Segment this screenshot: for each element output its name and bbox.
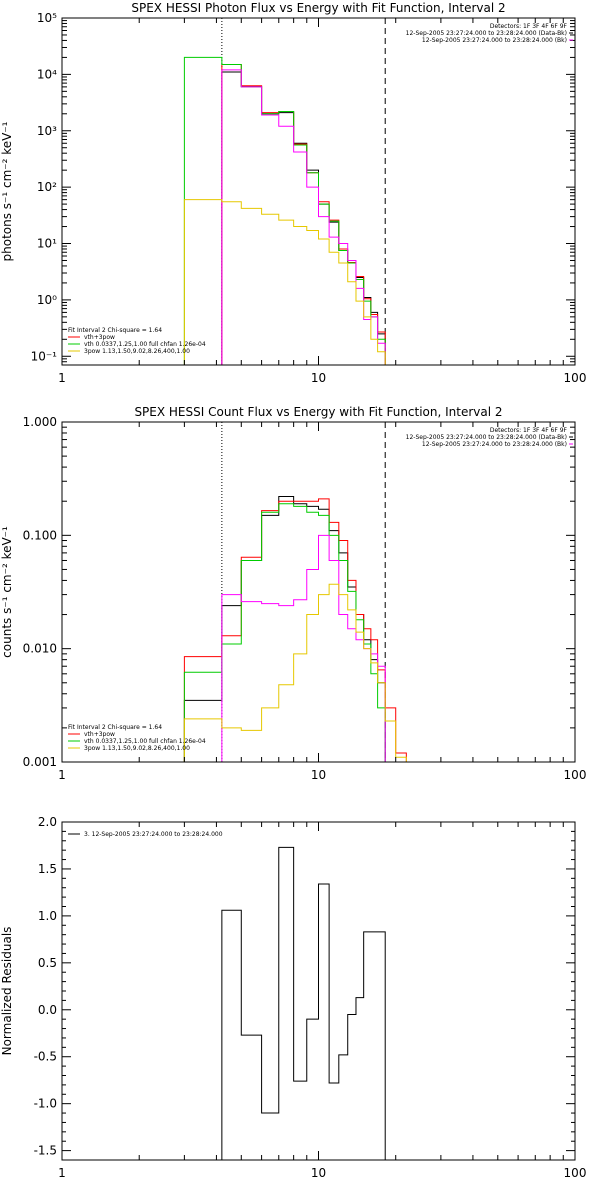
y-tick-label: 10¹ (37, 237, 57, 251)
x-tick-label: 10 (311, 1166, 326, 1180)
y-axis-label: photons s⁻¹ cm⁻² keV⁻¹ (0, 121, 14, 261)
y-axis-label: counts s⁻¹ cm⁻² keV⁻¹ (0, 526, 14, 658)
y-tick-label: 1.0 (38, 909, 57, 923)
legend-entry: 12-Sep-2005 23:27:24.000 to 23:28:24.000… (406, 30, 567, 37)
y-tick-label: 10² (37, 180, 57, 194)
y-tick-label: 10⁴ (37, 67, 57, 81)
y-tick-label: 0.100 (23, 528, 57, 542)
series-4-line (221, 534, 386, 762)
chart-title: SPEX HESSI Count Flux vs Energy with Fit… (134, 405, 502, 419)
y-tick-label: 2.0 (38, 815, 57, 829)
legend-entry: Detectors: 1F 3F 4F 6F 9F (490, 427, 568, 434)
legend-entry: vth+3pow (84, 334, 115, 341)
x-tick-label: 100 (564, 768, 587, 782)
x-tick-label: 1 (58, 1166, 66, 1180)
panel-3: Normalized Residuals 1 10 100 -1.5 -1.0 -0.5 0.… (0, 815, 586, 1180)
panel-1: SPEX HESSI Photon Flux vs Energy with Fi… (0, 1, 586, 385)
legend-entry: vth 0.0337,1.25,1.00 full chfan 1.26e-04 (84, 341, 206, 348)
series-2-line (183, 498, 407, 762)
x-tick-label: 10 (311, 768, 326, 782)
y-tick-label: 1.5 (38, 862, 57, 876)
series-5-line (183, 199, 386, 365)
x-tick-label: 10 (311, 371, 326, 385)
x-tick-label: 1 (58, 371, 66, 385)
y-axis-label: Normalized Residuals (0, 927, 14, 1056)
y-tick-label: -0.5 (34, 1050, 57, 1064)
y-tick-label: 10⁻¹ (31, 349, 58, 363)
legend-entry: 3pow 1.13,1.50,9.02,8.26,400,1.00 (84, 348, 190, 355)
legend-entry: Detectors: 1F 3F 4F 6F 9F (490, 23, 568, 30)
series-2-line (221, 63, 386, 365)
chart-title: SPEX HESSI Photon Flux vs Energy with Fi… (131, 1, 505, 15)
series-1-line (221, 71, 386, 365)
x-tick-label: 100 (564, 371, 587, 385)
y-tick-label: -1.5 (34, 1144, 57, 1158)
series-1-line (221, 846, 386, 1160)
legend-entry: 3pow 1.13,1.50,9.02,8.26,400,1.00 (84, 745, 190, 752)
legend-entry: vth+3pow (84, 731, 115, 738)
legend-entry: 12-Sep-2005 23:27:24.000 to 23:28:24.000… (422, 37, 567, 44)
plot-area (183, 18, 386, 365)
x-tick-label: 1 (58, 768, 66, 782)
y-tick-label: 10³ (37, 124, 57, 138)
y-tick-label: 0.001 (23, 755, 57, 769)
series-3-line (183, 503, 386, 762)
y-tick-label: 10⁵ (37, 11, 57, 25)
series-1-line (183, 496, 386, 762)
series-4-line (221, 69, 386, 365)
series-3-line (183, 56, 386, 365)
legend-entry: Fit Interval 2 Chi-square = 1.64 (68, 724, 162, 731)
y-tick-label: 1.000 (23, 415, 57, 429)
legend-entry: vth 0.0337,1.25,1.00 full chfan 1.26e-04 (84, 738, 206, 745)
legend-entry: 12-Sep-2005 23:27:24.000 to 23:28:24.000… (422, 441, 567, 448)
panel-2: SPEX HESSI Count Flux vs Energy with Fit… (0, 405, 586, 782)
plot-area (183, 422, 407, 762)
series-5-line (183, 583, 407, 762)
legend-entry: 3. 12-Sep-2005 23:27:24.000 to 23:28:24.… (84, 831, 223, 838)
plot-frame (61, 421, 576, 763)
x-tick-label: 100 (564, 1166, 587, 1180)
y-tick-label: 0.0 (38, 1003, 57, 1017)
y-tick-label: 0.5 (38, 956, 57, 970)
y-tick-label: 10⁰ (37, 293, 57, 307)
y-tick-label: 0.010 (23, 642, 57, 656)
legend-entry: Fit Interval 2 Chi-square = 1.64 (68, 327, 162, 334)
legend-entry: 12-Sep-2005 23:27:24.000 to 23:28:24.000… (406, 434, 567, 441)
y-tick-label: -1.0 (34, 1097, 57, 1111)
plot-area (221, 846, 386, 1160)
